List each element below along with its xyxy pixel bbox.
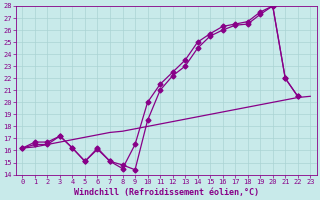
- X-axis label: Windchill (Refroidissement éolien,°C): Windchill (Refroidissement éolien,°C): [74, 188, 259, 197]
